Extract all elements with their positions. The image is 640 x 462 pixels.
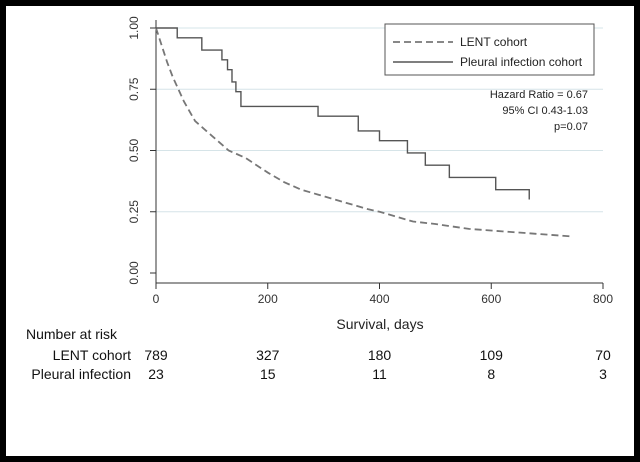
risk-table-title: Number at risk <box>26 326 118 342</box>
legend-label-pleural: Pleural infection cohort <box>460 55 583 69</box>
survival-chart: 0.00 0.25 0.50 0.75 1.00 0 200 400 600 800 LENT c… <box>26 16 613 382</box>
risk-value: 70 <box>595 347 611 363</box>
risk-row-label-pleural: Pleural infection <box>31 366 131 382</box>
legend-box <box>384 23 595 76</box>
risk-value: 11 <box>372 366 387 382</box>
risk-value: 23 <box>148 366 164 382</box>
series-line-pleural <box>156 27 530 200</box>
risk-value: 109 <box>480 347 504 363</box>
x-axis-title: Survival, days <box>336 316 423 332</box>
risk-value: 15 <box>260 366 276 382</box>
legend: LENT cohort Pleural infection cohort <box>384 23 595 76</box>
y-tick-label: 0.00 <box>127 261 141 285</box>
risk-value: 789 <box>144 347 168 363</box>
risk-value: 8 <box>487 366 495 382</box>
x-tick-label: 200 <box>258 292 278 306</box>
risk-value: 327 <box>256 347 280 363</box>
legend-label-lent: LENT cohort <box>460 35 528 49</box>
y-tick-label: 0.50 <box>127 138 141 162</box>
x-tick-label: 800 <box>593 292 613 306</box>
series-layer <box>155 27 570 238</box>
risk-row-label-lent: LENT cohort <box>53 347 131 363</box>
x-tick-label: 400 <box>369 292 389 306</box>
figure-panel: 0.00 0.25 0.50 0.75 1.00 0 200 400 600 800 LENT c… <box>6 6 634 456</box>
axes: 0.00 0.25 0.50 0.75 1.00 0 200 400 600 800 <box>127 16 613 306</box>
y-tick-label: 1.00 <box>127 16 141 40</box>
hazard-ratio-text: Hazard Ratio = 0.67 <box>490 89 588 101</box>
x-tick-label: 0 <box>153 292 160 306</box>
confidence-interval-text: 95% CI 0.43-1.03 <box>502 105 588 117</box>
x-tick-label: 600 <box>481 292 501 306</box>
series-line-lent <box>155 27 570 238</box>
p-value-text: p=0.07 <box>554 121 588 133</box>
risk-value: 180 <box>368 347 392 363</box>
risk-value: 3 <box>599 366 607 382</box>
risk-values: 789 327 180 109 70 23 15 11 8 3 <box>144 347 611 382</box>
statistics-annotation: Hazard Ratio = 0.67 95% CI 0.43-1.03 p=0… <box>490 89 588 133</box>
risk-table: Number at risk LENT cohort Pleural infec… <box>26 326 611 382</box>
y-tick-label: 0.25 <box>127 200 141 224</box>
y-tick-label: 0.75 <box>127 77 141 101</box>
